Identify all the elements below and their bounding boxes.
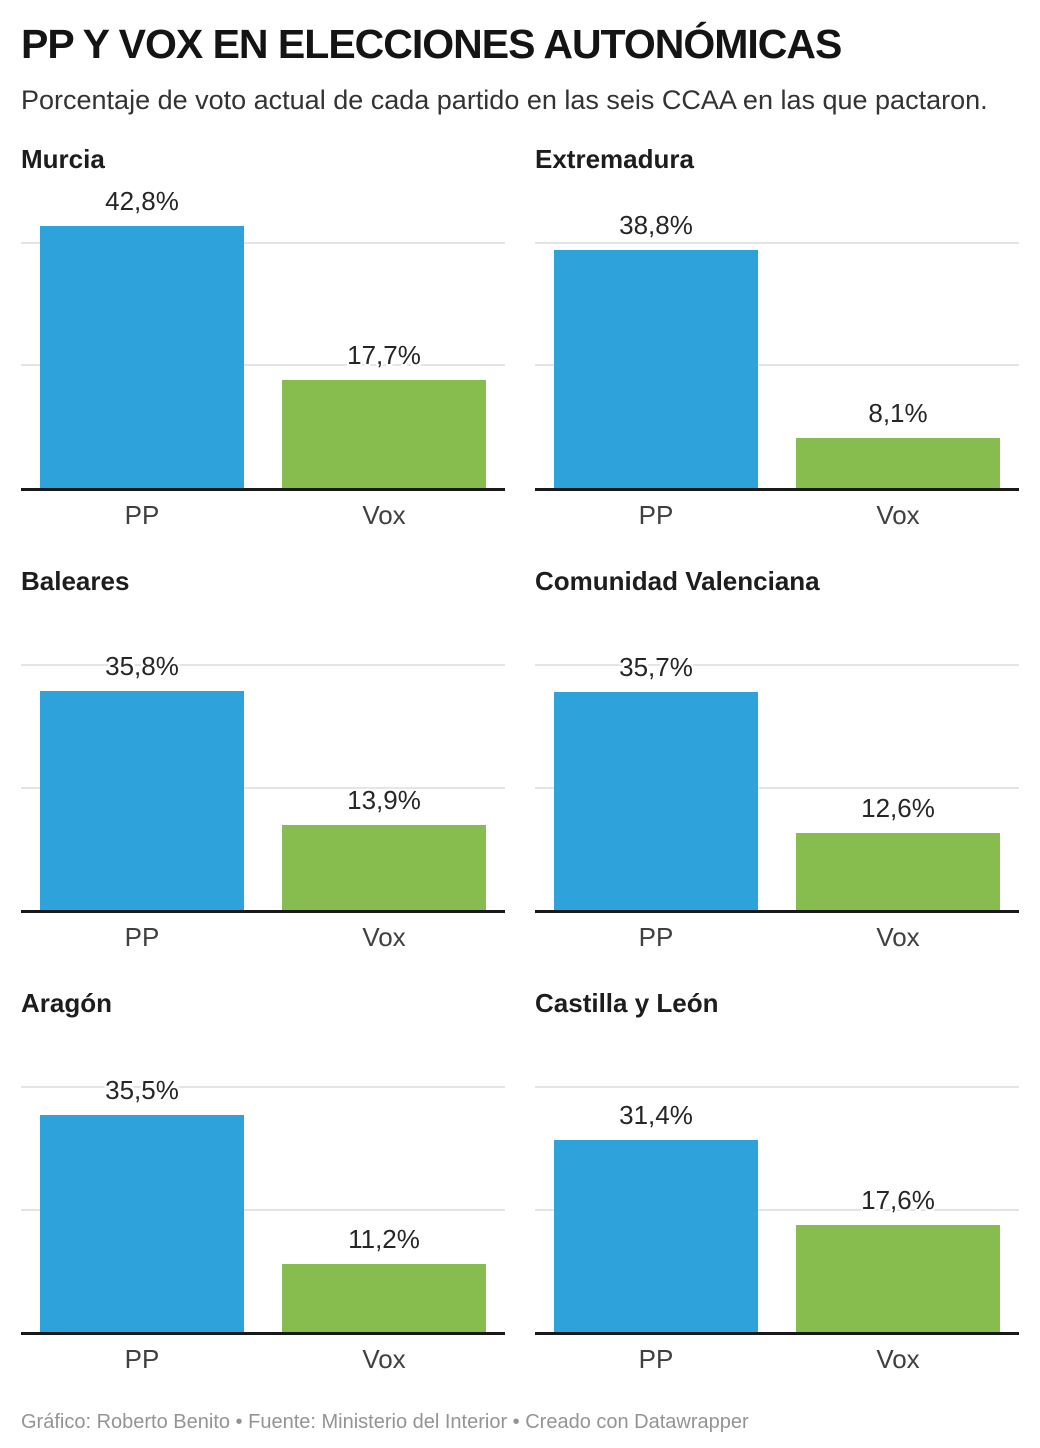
value-label-pp: 42,8% <box>105 185 179 216</box>
chart-panel-baleares: Baleares 35,8% 13,9% PP Vox <box>21 566 505 953</box>
value-label-vox: 17,6% <box>861 1184 935 1215</box>
bar-pp <box>553 250 759 488</box>
bar-vox <box>281 1263 487 1333</box>
value-label-vox: 12,6% <box>861 792 935 823</box>
x-label-vox: Vox <box>362 1344 406 1375</box>
plot-area: 35,7% 12,6% <box>535 604 1019 914</box>
x-label-vox: Vox <box>876 499 920 530</box>
column-vox: 12,6% <box>777 604 1019 911</box>
x-label-pp: PP <box>124 1344 160 1375</box>
chart-panel-aragon: Aragón 35,5% 11,2% PP Vox <box>21 988 505 1375</box>
value-label-pp: 31,4% <box>619 1100 693 1131</box>
x-label-vox: Vox <box>362 499 406 530</box>
chart-panel-extremadura: Extremadura 38,8% 8,1% PP Vox <box>535 144 1019 531</box>
x-axis-labels: PP Vox <box>21 913 505 953</box>
bar-vox <box>795 438 1001 488</box>
gridline-40 <box>535 242 1019 245</box>
column-pp: 31,4% <box>535 1026 777 1333</box>
x-axis-labels: PP Vox <box>535 913 1019 953</box>
chart-subtitle: Porcentaje de voto actual de cada partid… <box>21 84 988 115</box>
x-label-pp: PP <box>638 922 674 953</box>
gridline-20 <box>535 1208 1019 1211</box>
gridline-40 <box>535 664 1019 667</box>
plot-area: 31,4% 17,6% <box>535 1026 1019 1336</box>
x-label-vox: Vox <box>876 1344 920 1375</box>
bar-pp <box>553 1140 759 1333</box>
plot-area: 35,5% 11,2% <box>21 1026 505 1336</box>
column-vox: 13,9% <box>263 604 505 911</box>
gridline-40 <box>21 664 505 667</box>
value-label-vox: 13,9% <box>347 784 421 815</box>
gridline-20 <box>21 1208 505 1211</box>
panel-title: Murcia <box>21 143 105 174</box>
column-pp: 35,8% <box>21 604 263 911</box>
gridline-40 <box>21 242 505 245</box>
x-label-pp: PP <box>124 499 160 530</box>
bar-columns: 35,7% 12,6% <box>535 604 1019 911</box>
bar-vox <box>281 824 487 911</box>
value-label-vox: 17,7% <box>347 339 421 370</box>
x-label-pp: PP <box>638 499 674 530</box>
gridline-20 <box>21 364 505 367</box>
panel-title: Castilla y León <box>535 988 719 1019</box>
bar-columns: 35,8% 13,9% <box>21 604 505 911</box>
bar-columns: 31,4% 17,6% <box>535 1026 1019 1333</box>
column-pp: 38,8% <box>535 182 777 488</box>
x-axis-labels: PP Vox <box>21 1335 505 1375</box>
bar-pp <box>553 691 759 911</box>
bar-vox <box>281 379 487 488</box>
column-pp: 35,5% <box>21 1026 263 1333</box>
chart-panel-comunidad-valenciana: Comunidad Valenciana 35,7% 12,6% PP <box>535 566 1019 953</box>
chart-panel-castilla-y-leon: Castilla y León 31,4% 17,6% PP Vo <box>535 988 1019 1375</box>
value-label-pp: 35,7% <box>619 651 693 682</box>
bar-columns: 38,8% 8,1% <box>535 182 1019 488</box>
x-axis-labels: PP Vox <box>535 491 1019 531</box>
bar-columns: 42,8% 17,7% <box>21 182 505 488</box>
small-multiples-grid: Murcia 42,8% 17,7% PP Vox <box>21 144 1019 1376</box>
bar-pp <box>39 690 245 911</box>
panel-title: Baleares <box>21 565 130 596</box>
chart-credit: Gráfico: Roberto Benito • Fuente: Minist… <box>21 1411 749 1434</box>
gridline-40 <box>21 1086 505 1089</box>
panel-title: Comunidad Valenciana <box>535 565 820 596</box>
panel-title: Aragón <box>21 988 112 1019</box>
gridline-40 <box>535 1086 1019 1089</box>
chart-title: PP Y VOX EN ELECCIONES AUTONÓMICAS <box>21 21 842 67</box>
bar-pp <box>39 225 245 488</box>
plot-area: 38,8% 8,1% <box>535 182 1019 491</box>
column-pp: 35,7% <box>535 604 777 911</box>
plot-area: 35,8% 13,9% <box>21 604 505 914</box>
column-vox: 11,2% <box>263 1026 505 1333</box>
gridline-20 <box>535 786 1019 789</box>
plot-area: 42,8% 17,7% <box>21 182 505 491</box>
value-label-pp: 35,8% <box>105 650 179 681</box>
column-vox: 8,1% <box>777 182 1019 488</box>
column-vox: 17,7% <box>263 182 505 488</box>
value-label-pp: 38,8% <box>619 210 693 241</box>
x-label-pp: PP <box>124 922 160 953</box>
gridline-20 <box>535 364 1019 367</box>
x-label-vox: Vox <box>362 922 406 953</box>
x-label-pp: PP <box>638 1344 674 1375</box>
bar-vox <box>795 832 1001 911</box>
value-label-pp: 35,5% <box>105 1074 179 1105</box>
x-axis-labels: PP Vox <box>21 491 505 531</box>
column-pp: 42,8% <box>21 182 263 488</box>
chart-panel-murcia: Murcia 42,8% 17,7% PP Vox <box>21 144 505 531</box>
gridline-20 <box>21 786 505 789</box>
x-label-vox: Vox <box>876 922 920 953</box>
value-label-vox: 11,2% <box>348 1223 420 1254</box>
bar-vox <box>795 1224 1001 1333</box>
value-label-vox: 8,1% <box>868 398 928 429</box>
bar-pp <box>39 1114 245 1333</box>
bar-columns: 35,5% 11,2% <box>21 1026 505 1333</box>
column-vox: 17,6% <box>777 1026 1019 1333</box>
x-axis-labels: PP Vox <box>535 1335 1019 1375</box>
panel-title: Extremadura <box>535 143 694 174</box>
